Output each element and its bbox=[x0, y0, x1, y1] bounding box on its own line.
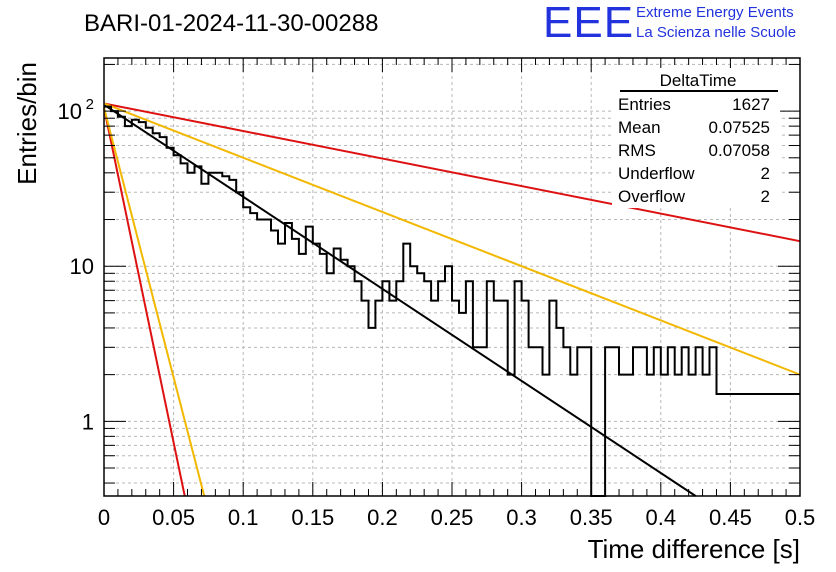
stats-value: 0.07058 bbox=[709, 141, 770, 160]
stats-label: Entries bbox=[618, 95, 671, 114]
stats-label: Overflow bbox=[618, 187, 686, 206]
logo-line-1: Extreme Energy Events bbox=[636, 4, 794, 21]
x-tick-label: 0.5 bbox=[785, 505, 816, 530]
tick-labels: 0 0.05 0.1 0.15 0.2 0.25 0.3 0.35 0.4 0.45 0.5 1 10 1… bbox=[58, 96, 816, 530]
x-tick-label: 0 bbox=[98, 505, 110, 530]
fit-line-4 bbox=[103, 107, 186, 497]
y-axis-title: Entries/bin bbox=[12, 62, 42, 185]
x-tick-label: 0.35 bbox=[570, 505, 613, 530]
logo-mark: EEE bbox=[543, 0, 635, 47]
fit-line-1 bbox=[103, 103, 697, 497]
x-tick-label: 0.05 bbox=[152, 505, 195, 530]
stats-box: DeltaTime Entries 1627 Mean 0.07525 RMS 0.070… bbox=[612, 68, 780, 208]
stats-value: 2 bbox=[761, 164, 770, 183]
page-title: BARI-01-2024-11-30-00288 bbox=[84, 10, 379, 37]
x-axis-title: Time difference [s] bbox=[588, 534, 800, 564]
x-tick-label: 0.15 bbox=[291, 505, 334, 530]
stats-value: 0.07525 bbox=[709, 118, 770, 137]
fit-line-5 bbox=[103, 107, 206, 497]
y-tick-label: 10 bbox=[70, 254, 94, 279]
stats-value: 2 bbox=[761, 187, 770, 206]
x-tick-label: 0.25 bbox=[431, 505, 474, 530]
x-tick-label: 0.4 bbox=[646, 505, 677, 530]
stats-rows: Entries 1627 Mean 0.07525 RMS 0.07058 Underflo… bbox=[618, 95, 770, 206]
stats-label: RMS bbox=[618, 141, 656, 160]
logo-line-2: La Scienza nelle Scuole bbox=[636, 24, 797, 41]
fit-line-2 bbox=[103, 102, 801, 243]
axis-ticks bbox=[103, 58, 801, 496]
fit-lines bbox=[103, 102, 801, 497]
x-tick-label: 0.2 bbox=[367, 505, 398, 530]
y-tick-label: 1 bbox=[82, 409, 94, 434]
stats-label: Underflow bbox=[618, 164, 695, 183]
x-tick-label: 0.1 bbox=[228, 505, 259, 530]
y-tick-exponent: 2 bbox=[86, 96, 94, 113]
fit-line-3 bbox=[103, 102, 801, 376]
eee-logo: EEE Extreme Energy Events La Scienza nel… bbox=[543, 0, 833, 47]
x-tick-label: 0.3 bbox=[506, 505, 537, 530]
histogram-outline bbox=[104, 105, 800, 497]
stats-label: Mean bbox=[618, 118, 661, 137]
x-tick-label: 0.45 bbox=[709, 505, 752, 530]
y-tick-label: 10 bbox=[58, 99, 82, 124]
stats-title: DeltaTime bbox=[660, 71, 737, 90]
stats-value: 1627 bbox=[732, 95, 770, 114]
